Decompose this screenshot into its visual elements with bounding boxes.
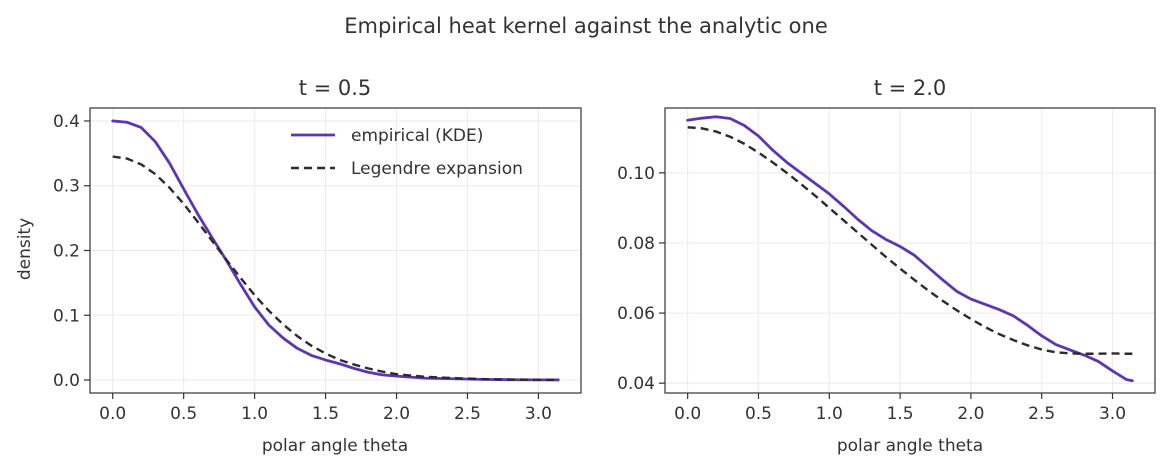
x-tick-label: 3.0	[525, 404, 552, 424]
chart-panel-2: t = 2.0 polar angle theta 0.0 0.5 1.0 1.5 2.…	[617, 76, 1156, 456]
chart-title: t = 2.0	[874, 76, 947, 100]
y-tick-label: 0.06	[617, 304, 655, 324]
x-tick-label: 0.0	[674, 404, 701, 424]
x-tick-label: 3.0	[1099, 404, 1126, 424]
figure-title: Empirical heat kernel against the analyt…	[344, 14, 828, 38]
x-tick-label: 2.0	[957, 404, 984, 424]
x-tick-label: 0.0	[99, 404, 126, 424]
plot-area: 0.0 0.5 1.0 1.5 2.0 2.5 3.0 0.04 0.06 0.08 0.10	[617, 107, 1156, 424]
y-tick-label: 0.10	[617, 164, 655, 184]
legend-label: empirical (KDE)	[351, 126, 483, 146]
series-line-legendre	[687, 126, 1133, 355]
chart-panel-1: t = 0.5 density polar angle theta 0.0 0.5…	[15, 76, 582, 456]
x-tick-label: 1.0	[241, 404, 268, 424]
y-axis-label: density	[15, 218, 35, 280]
x-axis-label: polar angle theta	[262, 436, 408, 456]
x-tick-label: 1.5	[887, 404, 914, 424]
x-tick-label: 2.0	[383, 404, 410, 424]
y-tick-label: 0.08	[617, 234, 655, 254]
chart-title: t = 0.5	[299, 76, 372, 100]
x-tick-label: 2.5	[1028, 404, 1055, 424]
axes-frame	[664, 107, 1156, 394]
y-tick-label: 0.2	[53, 242, 80, 262]
x-tick-label: 0.5	[170, 404, 197, 424]
legend-label: Legendre expansion	[351, 159, 523, 179]
y-tick-label: 0.04	[617, 374, 655, 394]
y-tick-label: 0.3	[53, 177, 80, 197]
x-tick-label: 2.5	[454, 404, 481, 424]
y-tick-label: 0.1	[53, 306, 80, 326]
plot-area: 0.0 0.5 1.0 1.5 2.0 2.5 3.0 0.0 0.1 0.2 0.3 0.4 empi…	[53, 107, 582, 424]
x-tick-label: 0.5	[745, 404, 772, 424]
series-line-legendre	[112, 155, 559, 382]
x-tick-label: 1.5	[312, 404, 339, 424]
y-tick-label: 0.0	[53, 371, 80, 391]
series-line-empirical	[686, 115, 1134, 383]
x-axis-label: polar angle theta	[837, 436, 983, 456]
legend: empirical (KDE) Legendre expansion	[291, 126, 523, 179]
x-tick-label: 1.0	[816, 404, 843, 424]
y-tick-label: 0.4	[53, 112, 80, 132]
